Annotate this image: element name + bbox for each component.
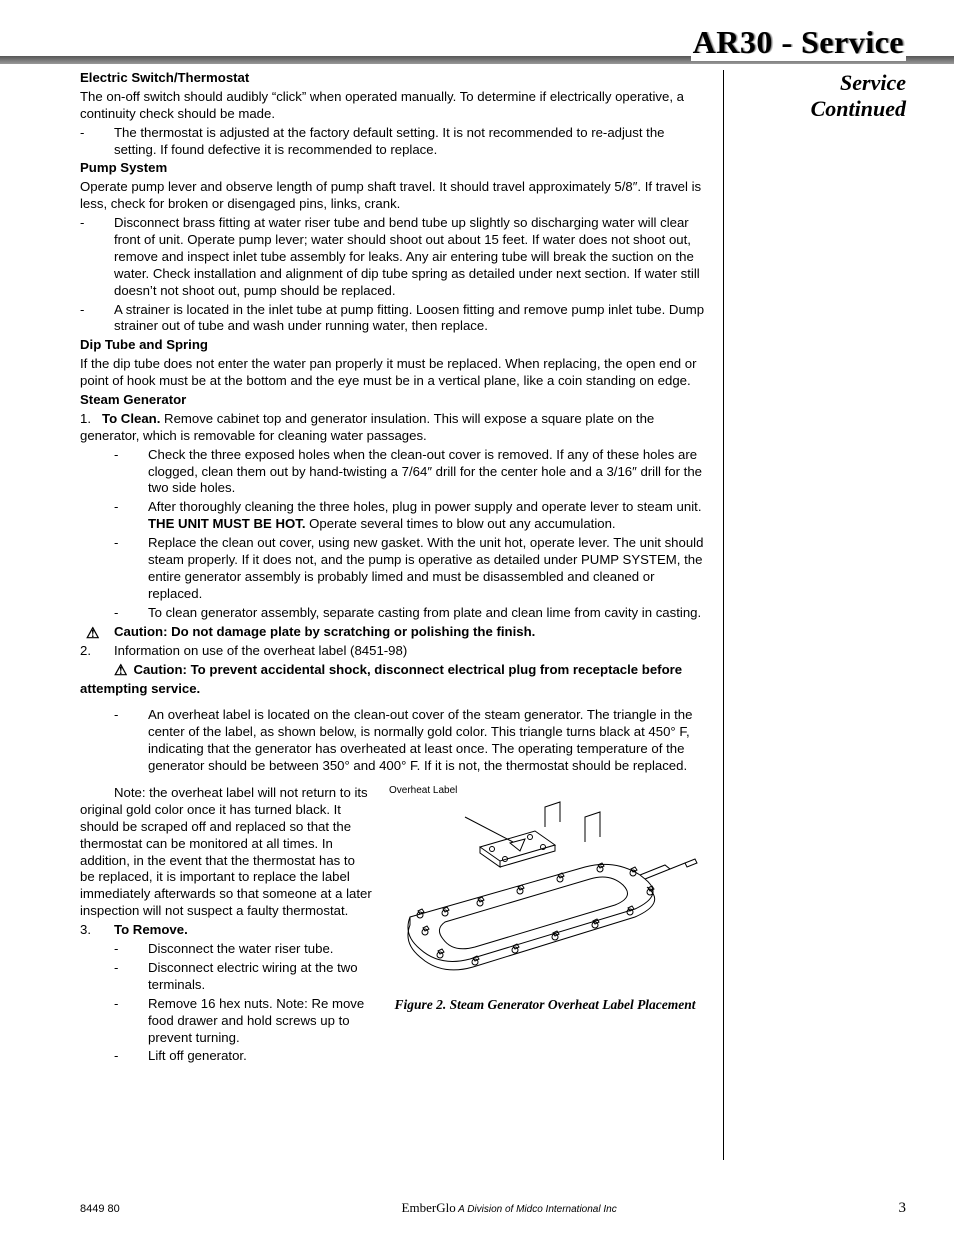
footer-brand: EmberGlo A Division of Midco Internation… — [120, 1200, 899, 1216]
footer-pagenum: 3 — [899, 1200, 907, 1217]
steam-sb1: Check the three exposed holes when the c… — [148, 447, 705, 498]
steam-item-1: 1. To Clean. Remove cabinet top and gene… — [80, 411, 705, 445]
steam-sb2b: THE UNIT MUST BE HOT. — [148, 516, 306, 531]
pump-bullet-1: Disconnect brass fitting at water riser … — [114, 215, 705, 299]
steam-item3-bold: To Remove. — [114, 922, 188, 937]
steam-item-2: 2. Information on use of the overheat lab… — [80, 643, 705, 660]
pump-list: Disconnect brass fitting at water riser … — [80, 215, 705, 335]
remove-b3: Remove 16 hex nuts. Note: Re move food d… — [148, 996, 705, 1047]
steam-sb2c: Operate several times to blow out any ac… — [306, 516, 616, 531]
heading-switch: Electric Switch/Thermostat — [80, 70, 705, 87]
wrap-area: Overheat Label Figure 2. Steam Generator… — [80, 785, 705, 1067]
side-title-line1: Service — [840, 70, 906, 95]
steam-item1-rest: Remove cabinet top and generator insulat… — [80, 411, 654, 443]
pump-bullet-2: A strainer is located in the inlet tube … — [114, 302, 705, 336]
switch-bullet-1: The thermostat is adjusted at the factor… — [114, 125, 705, 159]
side-title-line2: Continued — [811, 96, 906, 121]
steam-item2-num: 2. — [80, 643, 91, 660]
page: AR30 - Service Service Continued Electri… — [0, 0, 954, 1235]
steam-sb4: To clean generator assembly, separate ca… — [148, 605, 705, 622]
heading-pump: Pump System — [80, 160, 705, 177]
remove-b4: Lift off generator. — [148, 1048, 705, 1065]
steam-clean-list: Check the three exposed holes when the c… — [80, 447, 705, 622]
caution-2: ⚠Caution: To prevent accidental shock, d… — [80, 661, 705, 697]
dip-p1: If the dip tube does not enter the water… — [80, 356, 705, 390]
steam-item1-bold: To Clean. — [102, 411, 160, 426]
heading-dip: Dip Tube and Spring — [80, 337, 705, 354]
heading-steam: Steam Generator — [80, 392, 705, 409]
steam-ol: 1. To Clean. Remove cabinet top and gene… — [80, 411, 705, 445]
side-section-title: Service Continued — [736, 70, 906, 123]
caution-1: ⚠ Caution: Do not damage plate by scratc… — [80, 624, 705, 641]
caution1-text: Caution: Do not damage plate by scratchi… — [114, 624, 535, 639]
overheat-b1: An overheat label is located on the clea… — [148, 707, 705, 775]
pump-p1: Operate pump lever and observe length of… — [80, 179, 705, 213]
switch-list: The thermostat is adjusted at the factor… — [80, 125, 705, 159]
steam-item3-num: 3. — [80, 922, 91, 939]
footer-brand-sub: A Division of Midco International Inc — [456, 1204, 617, 1215]
caution2-text: Caution: To prevent accidental shock, di… — [80, 662, 682, 695]
footer-brand-name: EmberGlo — [402, 1200, 456, 1215]
warning-icon: ⚠ — [114, 662, 127, 679]
steam-item2-text: Information on use of the overheat label… — [114, 643, 407, 658]
vertical-rule — [723, 70, 724, 1160]
steam-ol3: 3. To Remove. — [80, 922, 705, 939]
steam-item1-text: 1. To Clean. Remove cabinet top and gene… — [80, 411, 654, 443]
page-footer: 8449 80 EmberGlo A Division of Midco Int… — [80, 1200, 906, 1217]
steam-ol2: 2. Information on use of the overheat lab… — [80, 643, 705, 660]
warning-icon: ⚠ — [86, 624, 99, 643]
figure-overheat-label: Overheat Label — [389, 785, 469, 798]
main-content: Electric Switch/Thermostat The on-off sw… — [80, 70, 705, 1067]
overheat-list: An overheat label is located on the clea… — [80, 707, 705, 775]
steam-sb2: After thoroughly cleaning the three hole… — [148, 499, 705, 533]
remove-b1: Disconnect the water riser tube. — [148, 941, 705, 958]
footer-docnum: 8449 80 — [80, 1203, 120, 1215]
steam-sb2a: After thoroughly cleaning the three hole… — [148, 499, 701, 514]
steam-item-3: 3. To Remove. — [80, 922, 705, 939]
steam-item1-num: 1. — [80, 411, 91, 426]
steam-sb3: Replace the clean out cover, using new g… — [148, 535, 705, 603]
page-header-title: AR30 - Service — [691, 24, 906, 61]
remove-list: Disconnect the water riser tube. Disconn… — [80, 941, 705, 1065]
remove-b2: Disconnect electric wiring at the two te… — [148, 960, 705, 994]
switch-p1: The on-off switch should audibly “click”… — [80, 89, 705, 123]
